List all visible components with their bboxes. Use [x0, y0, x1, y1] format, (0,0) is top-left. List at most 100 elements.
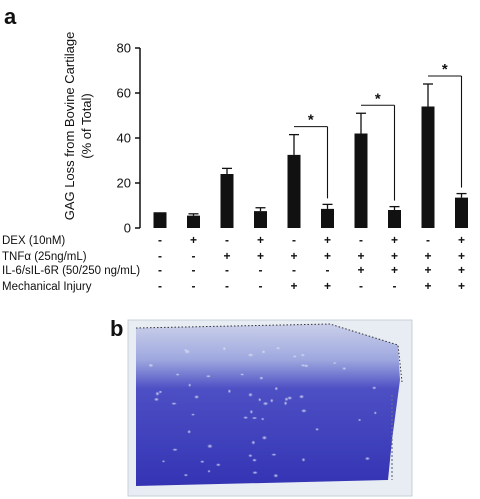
- condition-cell: -: [192, 263, 196, 277]
- significance-brackets: * * *: [294, 61, 463, 201]
- condition-cell: +: [458, 263, 465, 277]
- condition-row-label: IL-6/sIL-6R (50/250 ng/mL): [2, 265, 140, 277]
- speckle: [207, 444, 213, 449]
- condition-cell: +: [458, 249, 465, 263]
- speckle: [301, 457, 306, 462]
- speckle: [194, 395, 200, 399]
- condition-cell: -: [158, 263, 162, 277]
- bar: [220, 174, 234, 228]
- condition-cell: -: [359, 233, 363, 247]
- speckle: [273, 473, 279, 478]
- speckle: [251, 440, 256, 445]
- condition-cell: -: [359, 279, 363, 293]
- speckle: [260, 417, 265, 421]
- speckle: [172, 448, 178, 452]
- speckle: [269, 398, 274, 403]
- condition-cell: +: [458, 279, 465, 293]
- speckle: [298, 394, 305, 399]
- bar: [321, 208, 334, 228]
- condition-cell: +: [458, 233, 465, 247]
- speckle: [161, 460, 166, 463]
- speckle: [188, 383, 192, 387]
- speckle: [271, 453, 277, 457]
- bar: [187, 215, 200, 228]
- condition-cell: +: [324, 233, 331, 247]
- condition-cell: +: [391, 263, 398, 277]
- speckle: [183, 473, 189, 477]
- condition-cell: -: [292, 263, 296, 277]
- y-tick-label: 0: [124, 221, 131, 236]
- condition-cell: +: [357, 263, 364, 277]
- speckle: [207, 469, 211, 473]
- speckle: [153, 397, 159, 402]
- condition-row-label: Mechanical Injury: [2, 281, 92, 293]
- speckle: [158, 390, 163, 394]
- condition-cell: +: [257, 249, 264, 263]
- condition-cell: +: [324, 249, 331, 263]
- speckle: [301, 408, 307, 413]
- condition-row-label: DEX (10nM): [2, 235, 65, 247]
- bar: [287, 154, 301, 228]
- condition-cell: -: [259, 263, 263, 277]
- speckle: [292, 355, 297, 358]
- speckle: [248, 454, 253, 458]
- speckle: [243, 416, 249, 420]
- speckle: [252, 471, 258, 475]
- speckle: [373, 411, 377, 415]
- speckle: [364, 456, 371, 461]
- speckle: [252, 458, 257, 462]
- condition-cell: +: [357, 249, 364, 263]
- speckle: [175, 373, 180, 376]
- bar: [388, 210, 401, 228]
- y-axis-title-line1: GAG Loss from Bovine Cartilage: [62, 32, 77, 221]
- speckle: [315, 427, 320, 431]
- speckle: [248, 392, 253, 397]
- speckle: [287, 396, 293, 400]
- condition-cell: +: [424, 263, 431, 277]
- y-axis: 0 20 40 60 80: [117, 41, 141, 236]
- chondrocyte-speckles: [148, 346, 377, 478]
- speckle: [251, 416, 258, 420]
- speckle: [283, 401, 288, 406]
- condition-cell: -: [225, 233, 229, 247]
- significance-star: *: [442, 61, 448, 78]
- speckle: [261, 435, 268, 440]
- speckle: [222, 346, 227, 351]
- condition-cell: +: [190, 233, 197, 247]
- speckle: [247, 353, 254, 357]
- speckle: [215, 463, 221, 467]
- speckle: [357, 418, 362, 422]
- speckle: [183, 348, 188, 352]
- speckle: [249, 409, 254, 414]
- condition-cell: +: [424, 279, 431, 293]
- speckle: [342, 366, 347, 371]
- speckle: [205, 374, 212, 378]
- y-axis-title-line2: (% of Total): [79, 93, 94, 159]
- bar: [354, 133, 368, 228]
- condition-cell: -: [192, 249, 196, 263]
- condition-cell: -: [292, 233, 296, 247]
- bar: [153, 212, 167, 228]
- bar: [254, 211, 267, 228]
- speckle: [300, 363, 306, 367]
- panel-b-label: b: [110, 316, 123, 341]
- significance-star: *: [308, 112, 314, 129]
- condition-cell: +: [223, 249, 230, 263]
- condition-cell: -: [158, 249, 162, 263]
- condition-cell: -: [426, 233, 430, 247]
- condition-cell: +: [324, 279, 331, 293]
- speckle: [300, 353, 306, 357]
- condition-cell: +: [257, 233, 264, 247]
- condition-cell: -: [225, 279, 229, 293]
- y-tick-label: 80: [117, 41, 131, 56]
- condition-cell: +: [391, 249, 398, 263]
- speckle: [187, 429, 192, 434]
- condition-cell: +: [290, 279, 297, 293]
- bar-series: [153, 83, 468, 228]
- speckle: [171, 402, 177, 406]
- condition-cell: +: [391, 233, 398, 247]
- condition-row-label: TNFα (25ng/mL): [2, 251, 87, 263]
- condition-cell: -: [192, 279, 196, 293]
- speckle: [274, 386, 279, 391]
